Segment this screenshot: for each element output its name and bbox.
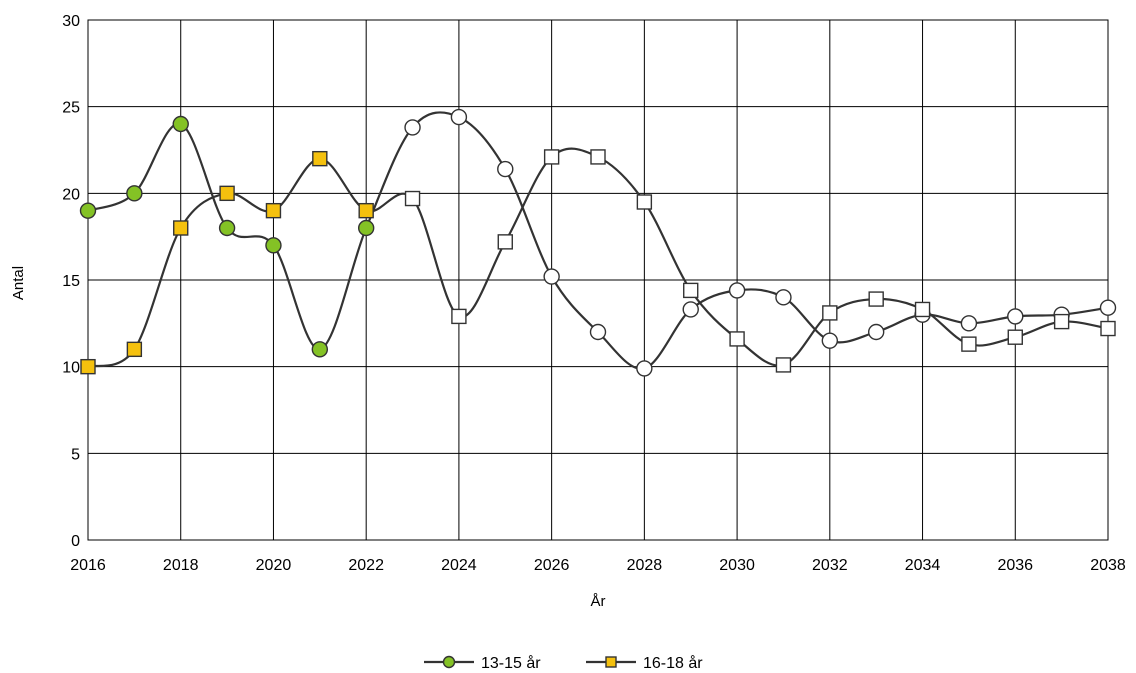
plot-frame (87, 19, 1109, 541)
y-tick-label: 25 (62, 100, 80, 117)
data-point-0-2023 (404, 119, 421, 136)
data-point-1-2021 (312, 150, 328, 167)
y-tick-label: 10 (62, 360, 80, 377)
data-point-1-2022 (358, 202, 374, 219)
data-point-1-2037 (1053, 313, 1070, 330)
data-point-0-2018 (172, 115, 189, 133)
x-tick-label: 2032 (812, 557, 848, 574)
x-tick-label: 2018 (163, 557, 199, 574)
y-tick-label: 15 (62, 273, 80, 290)
data-point-0-2033 (867, 323, 885, 341)
legend-marker-1 (605, 656, 617, 668)
x-tick-label: 2026 (534, 557, 570, 574)
data-point-0-2026 (543, 268, 560, 285)
legend-label-1: 16-18 år (643, 654, 703, 672)
y-tick-label: 20 (62, 186, 80, 203)
data-point-1-2020 (265, 202, 282, 219)
legend-label-0: 13-15 år (481, 654, 541, 672)
x-tick-label: 2016 (70, 557, 106, 574)
data-point-0-2027 (589, 323, 607, 341)
data-point-1-2028 (636, 194, 653, 210)
data-point-0-2024 (450, 108, 468, 126)
x-tick-label: 2020 (256, 557, 292, 574)
legend-marker-0 (442, 655, 456, 669)
data-point-1-2035 (961, 336, 977, 352)
data-point-0-2025 (497, 160, 514, 178)
y-tick-label: 30 (62, 13, 80, 30)
data-point-0-2022 (357, 219, 375, 237)
x-tick-label: 2036 (997, 557, 1033, 574)
data-point-0-2017 (126, 185, 143, 202)
data-point-0-2030 (728, 282, 746, 299)
data-point-1-2036 (1007, 329, 1023, 345)
data-point-1-2017 (126, 341, 143, 358)
data-point-0-2029 (682, 301, 699, 318)
data-point-0-2020 (265, 237, 282, 254)
data-point-1-2027 (590, 149, 606, 165)
data-point-1-2018 (173, 220, 189, 236)
y-tick-label: 5 (71, 446, 80, 463)
data-point-0-2035 (960, 315, 978, 332)
x-tick-label: 2028 (627, 557, 663, 574)
data-point-0-2031 (775, 289, 792, 306)
data-point-1-2019 (219, 185, 235, 202)
data-point-0-2028 (636, 360, 653, 377)
series-markers (79, 108, 1117, 377)
x-tick-label: 2024 (441, 557, 477, 574)
x-tick-label: 2030 (719, 557, 755, 574)
data-point-1-2029 (683, 282, 699, 299)
data-point-1-2034 (914, 301, 931, 318)
data-point-1-2032 (822, 305, 838, 321)
x-tick-label: 2038 (1090, 557, 1126, 574)
x-tick-label: 2022 (348, 557, 384, 574)
data-point-1-2024 (451, 308, 467, 325)
data-point-0-2036 (1007, 308, 1024, 325)
tick-labels: 0 5 10 15 20 25 30 2016 2018 2020 2022 2024 2026 2028… (62, 13, 1126, 574)
data-point-1-2016 (80, 358, 96, 375)
data-point-0-2032 (821, 332, 839, 349)
data-point-0-2021 (311, 341, 329, 358)
y-tick-label: 0 (71, 533, 80, 550)
data-point-1-2033 (868, 291, 884, 307)
grid (87, 19, 1109, 541)
x-axis-title: År (591, 593, 606, 610)
x-tick-label: 2034 (905, 557, 941, 574)
data-point-0-2019 (218, 219, 236, 237)
data-point-0-2038 (1099, 299, 1117, 316)
data-point-1-2031 (775, 357, 792, 373)
data-point-1-2026 (543, 149, 560, 165)
y-axis-title: Antal (10, 266, 27, 300)
data-point-0-2016 (79, 202, 97, 219)
data-point-1-2030 (729, 331, 745, 347)
data-point-1-2023 (404, 190, 421, 207)
data-point-1-2038 (1100, 320, 1116, 337)
data-point-1-2025 (497, 234, 513, 250)
legend: 13-15 år 16-18 år (424, 654, 703, 672)
